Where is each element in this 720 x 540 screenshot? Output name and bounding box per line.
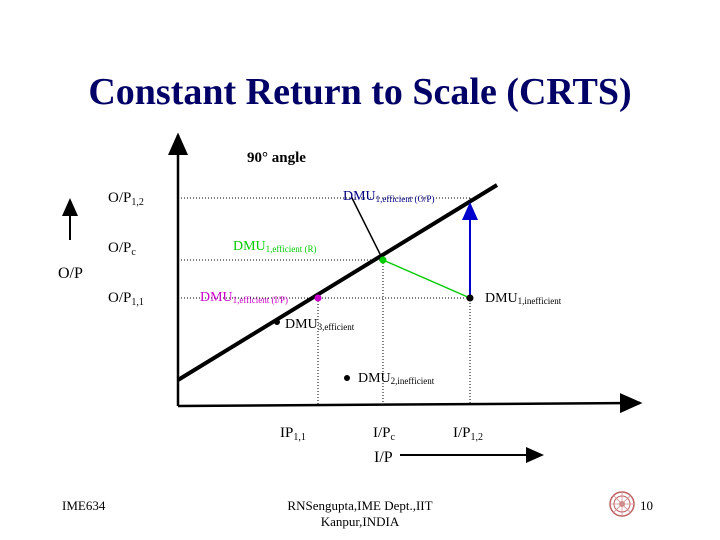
label-dmu1-inefficient: DMU1,inefficient [485, 291, 562, 306]
angle-pointer [351, 197, 384, 261]
y-axis-label: O/P [58, 265, 83, 282]
y-tick-op11: O/P1,1 [108, 290, 144, 308]
footer-author-line2: Kanpur,INDIA [320, 514, 400, 529]
label-dmu2-inefficient: DMU2,inefficient [358, 371, 435, 386]
label-dmu1-efficient-op: DMU1,efficient (O/P) [343, 189, 435, 204]
label-dmu3-efficient: DMU3,efficient [285, 317, 355, 332]
x-tick-ip12: I/P1,2 [453, 425, 483, 443]
footer-author-line1: RNSengupta,IME Dept.,IIT [287, 498, 433, 513]
y-tick-opc: O/Pc [108, 240, 136, 258]
institute-logo-icon [609, 491, 635, 517]
point-dmu2-inefficient [344, 375, 350, 381]
label-dmu1-efficient-r: DMU1,efficient (R) [233, 239, 317, 254]
point-dmu1-efficient-r [379, 256, 387, 264]
x-tick-ip11: IP1,1 [280, 425, 306, 443]
point-dmu3-efficient [274, 319, 280, 325]
page-number: 10 [640, 498, 653, 513]
x-tick-ipc: I/Pc [373, 425, 396, 443]
point-dmu1-inefficient [466, 294, 474, 302]
x-axis [177, 393, 643, 414]
footer-course-code: IME634 [62, 498, 106, 513]
x-axis-label: I/P [374, 449, 393, 466]
angle-label: 90° angle [247, 150, 306, 166]
crts-frontier-line [176, 183, 499, 382]
footer-author: RNSengupta,IME Dept.,IIT Kanpur,INDIA [260, 498, 460, 530]
slide-title: Constant Return to Scale (CRTS) [88, 71, 632, 113]
y-tick-op12: O/P1,2 [108, 190, 144, 208]
green-projection [382, 259, 471, 299]
point-dmu1-efficient-ip [314, 294, 322, 302]
label-dmu1-efficient-ip: DMU1,efficient (I/P) [200, 290, 288, 305]
